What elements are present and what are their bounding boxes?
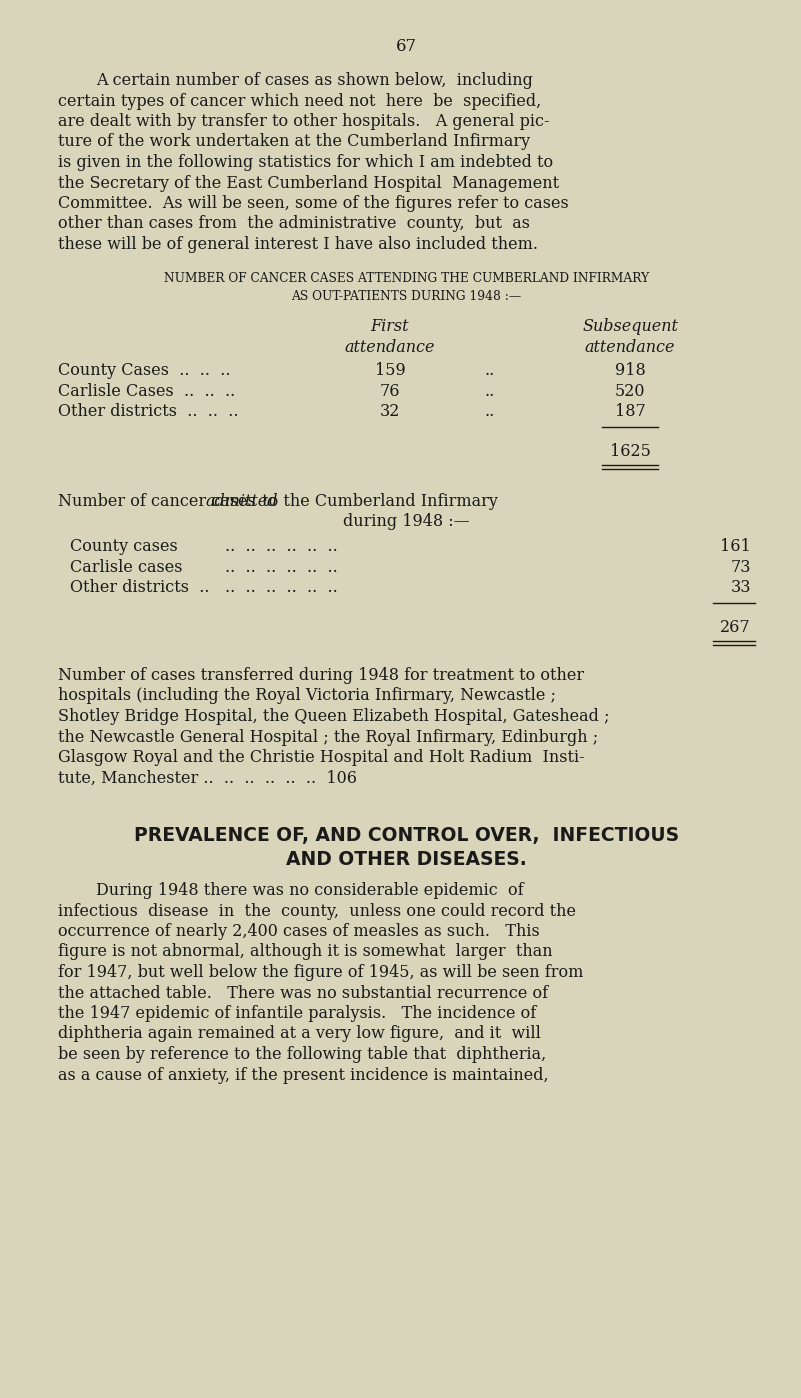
Text: 67: 67 — [396, 38, 417, 55]
Text: Committee.  As will be seen, some of the figures refer to cases: Committee. As will be seen, some of the … — [58, 194, 569, 212]
Text: is given in the following statistics for which I am indebted to: is given in the following statistics for… — [58, 154, 553, 171]
Text: Other districts  ..  ..  ..: Other districts .. .. .. — [58, 403, 239, 419]
Text: 33: 33 — [731, 579, 751, 596]
Text: 32: 32 — [380, 403, 400, 419]
Text: during 1948 :—: during 1948 :— — [343, 513, 470, 530]
Text: 73: 73 — [731, 558, 751, 576]
Text: infectious  disease  in  the  county,  unless one could record the: infectious disease in the county, unless… — [58, 903, 576, 920]
Text: occurrence of nearly 2,400 cases of measles as such.   This: occurrence of nearly 2,400 cases of meas… — [58, 923, 540, 939]
Text: ..: .. — [485, 383, 495, 400]
Text: are dealt with by transfer to other hospitals.   A general pic-: are dealt with by transfer to other hosp… — [58, 113, 549, 130]
Text: AS OUT-PATIENTS DURING 1948 :—: AS OUT-PATIENTS DURING 1948 :— — [292, 289, 521, 303]
Text: Number of cases transferred during 1948 for treatment to other: Number of cases transferred during 1948 … — [58, 667, 584, 684]
Text: Other districts  ..: Other districts .. — [70, 579, 210, 596]
Text: ..  ..  ..  ..  ..  ..: .. .. .. .. .. .. — [225, 538, 338, 555]
Text: hospitals (including the Royal Victoria Infirmary, Newcastle ;: hospitals (including the Royal Victoria … — [58, 688, 556, 705]
Text: other than cases from  the administrative  county,  but  as: other than cases from the administrative… — [58, 215, 530, 232]
Text: be seen by reference to the following table that  diphtheria,: be seen by reference to the following ta… — [58, 1046, 546, 1062]
Text: figure is not abnormal, although it is somewhat  larger  than: figure is not abnormal, although it is s… — [58, 944, 553, 960]
Text: 1625: 1625 — [610, 443, 650, 460]
Text: ..  ..  ..  ..  ..  ..: .. .. .. .. .. .. — [225, 579, 338, 596]
Text: Glasgow Royal and the Christie Hospital and Holt Radium  Insti-: Glasgow Royal and the Christie Hospital … — [58, 749, 585, 766]
Text: 520: 520 — [614, 383, 646, 400]
Text: NUMBER OF CANCER CASES ATTENDING THE CUMBERLAND INFIRMARY: NUMBER OF CANCER CASES ATTENDING THE CUM… — [164, 273, 649, 285]
Text: ture of the work undertaken at the Cumberland Infirmary: ture of the work undertaken at the Cumbe… — [58, 133, 530, 151]
Text: attendance: attendance — [585, 338, 675, 355]
Text: A certain number of cases as shown below,  including: A certain number of cases as shown below… — [96, 73, 533, 89]
Text: to the Cumberland Infirmary: to the Cumberland Infirmary — [257, 493, 498, 510]
Text: as a cause of anxiety, if the present incidence is maintained,: as a cause of anxiety, if the present in… — [58, 1067, 549, 1083]
Text: 159: 159 — [375, 362, 405, 379]
Text: County Cases  ..  ..  ..: County Cases .. .. .. — [58, 362, 231, 379]
Text: PREVALENCE OF, AND CONTROL OVER,  INFECTIOUS: PREVALENCE OF, AND CONTROL OVER, INFECTI… — [134, 826, 679, 844]
Text: ..: .. — [485, 362, 495, 379]
Text: Subsequent: Subsequent — [582, 317, 678, 336]
Text: 161: 161 — [720, 538, 751, 555]
Text: for 1947, but well below the figure of 1945, as will be seen from: for 1947, but well below the figure of 1… — [58, 965, 583, 981]
Text: attendance: attendance — [344, 338, 435, 355]
Text: 76: 76 — [380, 383, 400, 400]
Text: During 1948 there was no considerable epidemic  of: During 1948 there was no considerable ep… — [96, 882, 524, 899]
Text: AND OTHER DISEASES.: AND OTHER DISEASES. — [286, 850, 527, 870]
Text: 918: 918 — [614, 362, 646, 379]
Text: County cases: County cases — [70, 538, 178, 555]
Text: certain types of cancer which need not  here  be  specified,: certain types of cancer which need not h… — [58, 92, 541, 109]
Text: tute, Manchester ..  ..  ..  ..  ..  ..  106: tute, Manchester .. .. .. .. .. .. 106 — [58, 769, 357, 787]
Text: First: First — [371, 317, 409, 336]
Text: Carlisle cases: Carlisle cases — [70, 558, 183, 576]
Text: Number of cancer cases: Number of cancer cases — [58, 493, 261, 510]
Text: diphtheria again remained at a very low figure,  and it  will: diphtheria again remained at a very low … — [58, 1026, 541, 1043]
Text: ..  ..  ..  ..  ..  ..: .. .. .. .. .. .. — [225, 558, 338, 576]
Text: Carlisle Cases  ..  ..  ..: Carlisle Cases .. .. .. — [58, 383, 235, 400]
Text: 267: 267 — [720, 618, 751, 636]
Text: ..: .. — [485, 403, 495, 419]
Text: the 1947 epidemic of infantile paralysis.   The incidence of: the 1947 epidemic of infantile paralysis… — [58, 1005, 536, 1022]
Text: the Newcastle General Hospital ; the Royal Infirmary, Edinburgh ;: the Newcastle General Hospital ; the Roy… — [58, 728, 598, 745]
Text: admitted: admitted — [206, 493, 278, 510]
Text: these will be of general interest I have also included them.: these will be of general interest I have… — [58, 236, 538, 253]
Text: 187: 187 — [614, 403, 646, 419]
Text: the Secretary of the East Cumberland Hospital  Management: the Secretary of the East Cumberland Hos… — [58, 175, 559, 192]
Text: Shotley Bridge Hospital, the Queen Elizabeth Hospital, Gateshead ;: Shotley Bridge Hospital, the Queen Eliza… — [58, 707, 610, 726]
Text: the attached table.   There was no substantial recurrence of: the attached table. There was no substan… — [58, 984, 548, 1001]
